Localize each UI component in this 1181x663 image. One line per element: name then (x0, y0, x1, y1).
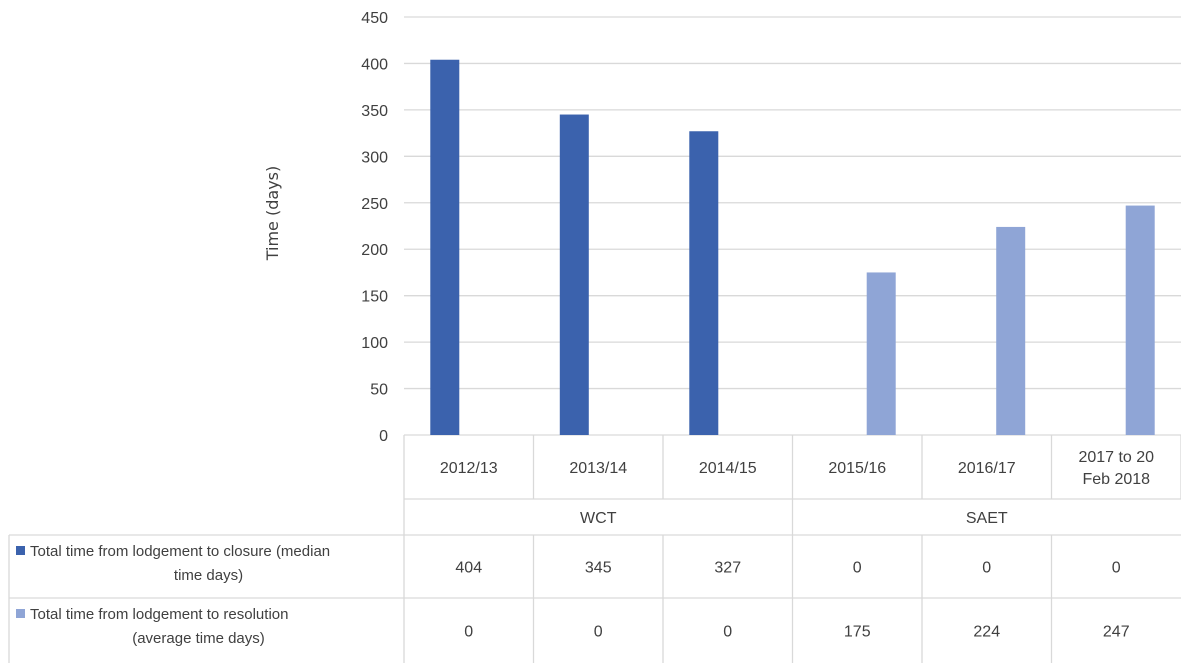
y-tick-label: 450 (361, 10, 388, 27)
y-tick-label: 250 (361, 196, 388, 213)
bars (430, 59, 1155, 436)
y-axis-ticks: 0 50 100 150 200 250 300 350 400 450 (361, 10, 388, 445)
x-category-label: 2012/13 (440, 460, 498, 477)
y-axis-title: Time (days) (263, 166, 282, 262)
y-tick-label: 200 (361, 242, 388, 259)
y-tick-label: 50 (370, 382, 388, 399)
gridlines (404, 16, 1181, 436)
y-tick-label: 350 (361, 103, 388, 120)
legend-label: (average time days) (132, 630, 265, 647)
data-table-value: 247 (1103, 624, 1130, 641)
legend-label: time days) (174, 567, 243, 584)
data-table-value: 0 (594, 624, 603, 641)
legend-swatch (16, 609, 25, 618)
data-table-value: 175 (844, 624, 871, 641)
data-table-value: 345 (585, 560, 612, 577)
x-category-label: 2015/16 (828, 460, 886, 477)
data-table-value: 0 (1112, 560, 1121, 577)
y-tick-label: 100 (361, 335, 388, 352)
legend-swatch (16, 546, 25, 555)
y-tick-label: 400 (361, 56, 388, 73)
legend-label: Total time from lodgement to resolution (30, 606, 288, 623)
bar-closure-2 (689, 131, 719, 435)
bar-closure-0 (430, 59, 460, 436)
y-tick-label: 0 (379, 428, 388, 445)
x-group-label: WCT (580, 510, 617, 527)
data-table-value: 327 (714, 560, 741, 577)
x-category-label: 2013/14 (569, 460, 627, 477)
data-table-value: 224 (973, 624, 1000, 641)
bar-resolution-4 (996, 226, 1026, 435)
data-table-value: 0 (723, 624, 732, 641)
bar-resolution-5 (1125, 205, 1155, 435)
data-table-value: 404 (455, 560, 482, 577)
x-category-label: 2014/15 (699, 460, 757, 477)
data-table-value: 0 (853, 560, 862, 577)
bar-closure-1 (559, 114, 589, 436)
x-category-label: 2016/17 (958, 460, 1016, 477)
data-table: 2012/13 2013/14 2014/15 2015/16 2016/17 2017 … (8, 435, 1181, 663)
y-tick-label: 150 (361, 289, 388, 306)
x-group-label: SAET (966, 510, 1008, 527)
x-category-label: Feb 2018 (1082, 471, 1150, 488)
data-table-value: 0 (464, 624, 473, 641)
x-category-label: 2017 to 20 (1078, 449, 1154, 466)
legend-label: Total time from lodgement to closure (me… (30, 543, 330, 560)
data-table-value: 0 (982, 560, 991, 577)
bar-resolution-3 (866, 272, 896, 435)
y-tick-label: 300 (361, 149, 388, 166)
